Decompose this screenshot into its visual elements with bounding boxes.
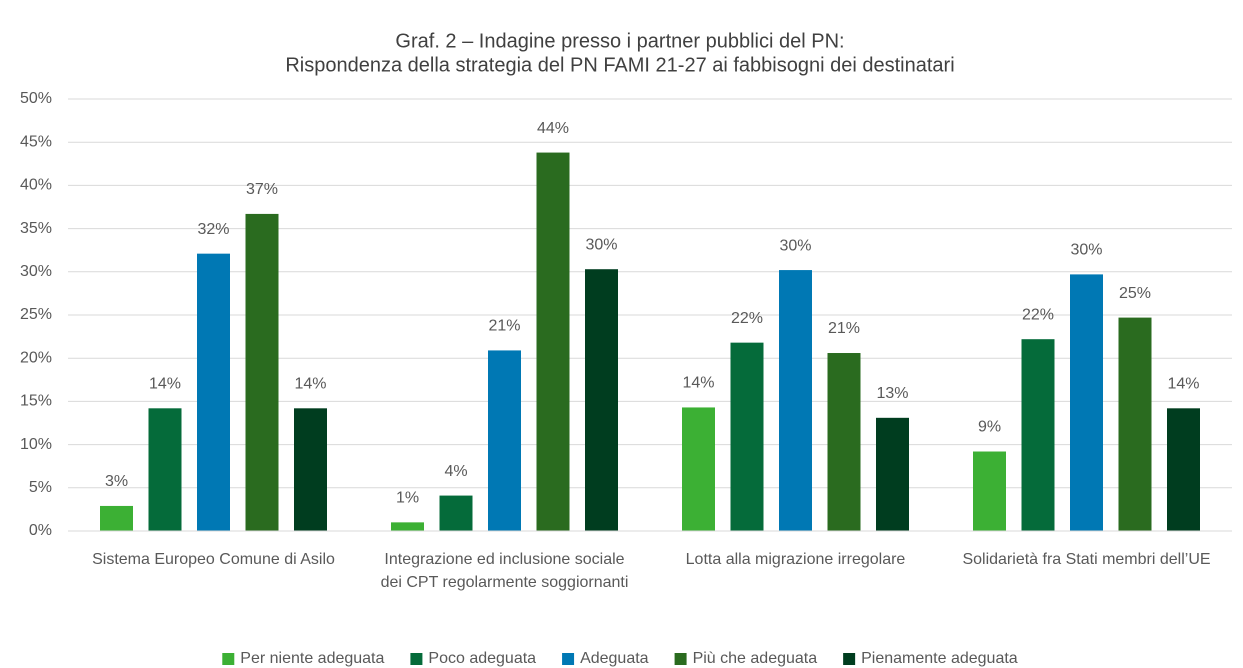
bar	[391, 522, 424, 531]
y-tick-label: 40%	[20, 177, 52, 194]
bar	[1167, 408, 1200, 531]
bar	[294, 408, 327, 531]
bar	[973, 451, 1006, 531]
legend-label: Adeguata	[580, 650, 649, 667]
bar	[245, 213, 279, 532]
data-label: 13%	[876, 385, 908, 402]
data-label: 1%	[396, 490, 419, 507]
data-label: 9%	[978, 419, 1001, 436]
data-label: 4%	[444, 463, 467, 480]
legend-swatch	[562, 653, 575, 665]
bar	[585, 269, 618, 531]
x-tick-label: Sistema Europeo Comune di Asilo	[92, 551, 335, 568]
bar	[827, 353, 861, 531]
legend-label: Più che adeguata	[693, 650, 818, 667]
legend-label: Per niente adeguata	[240, 650, 384, 667]
legend-label: Poco adeguata	[428, 650, 536, 667]
bar	[148, 408, 182, 531]
legend-swatch	[674, 653, 687, 665]
data-label: 3%	[105, 473, 128, 490]
data-label: 44%	[537, 120, 569, 137]
bar	[682, 407, 715, 531]
data-label: 14%	[294, 376, 326, 393]
data-label: 25%	[1119, 285, 1151, 302]
y-tick-label: 0%	[29, 522, 52, 539]
data-label: 21%	[828, 320, 860, 337]
data-label: 22%	[1022, 306, 1054, 323]
x-tick-label: Integrazione ed inclusione sociale dei CP…	[381, 551, 629, 591]
data-label: 30%	[585, 236, 617, 253]
x-tick-label-line: Sistema Europeo Comune di Asilo	[92, 551, 335, 568]
bar	[439, 495, 473, 531]
legend-swatch	[222, 653, 235, 665]
y-tick-label: 50%	[20, 90, 52, 107]
bar	[488, 350, 521, 531]
data-label: 14%	[149, 376, 181, 393]
y-tick-label: 15%	[20, 393, 52, 410]
x-tick-label: Lotta alla migrazione irregolare	[686, 551, 906, 568]
x-tick-label-line: Solidarietà fra Stati membri dell’UE	[962, 551, 1210, 568]
bar	[779, 270, 812, 531]
x-tick-label-line: Integrazione ed inclusione sociale	[384, 551, 624, 568]
data-label: 14%	[682, 375, 714, 392]
x-tick-label-line: dei CPT regolarmente soggiornanti	[381, 574, 629, 591]
data-label: 21%	[488, 318, 520, 335]
bar	[1021, 339, 1055, 531]
legend-swatch	[410, 653, 423, 665]
bar	[730, 342, 764, 531]
x-tick-label-line: Lotta alla migrazione irregolare	[686, 551, 906, 568]
data-label: 32%	[197, 221, 229, 238]
y-tick-label: 35%	[20, 220, 52, 237]
y-tick-label: 30%	[20, 263, 52, 280]
y-tick-label: 10%	[20, 436, 52, 453]
bar	[536, 152, 570, 531]
bar	[1070, 274, 1103, 531]
legend-label: Pienamente adeguata	[861, 650, 1018, 667]
chart-title: Graf. 2 – Indagine presso i partner pubb…	[395, 30, 844, 52]
x-tick-label: Solidarietà fra Stati membri dell’UE	[962, 551, 1210, 568]
legend-swatch	[843, 653, 856, 665]
data-label: 37%	[246, 181, 278, 198]
bar	[100, 505, 133, 531]
bar	[197, 253, 230, 531]
y-tick-label: 20%	[20, 349, 52, 366]
data-label: 22%	[731, 310, 763, 327]
chart-title: Rispondenza della strategia del PN FAMI …	[285, 54, 954, 76]
y-tick-label: 45%	[20, 133, 52, 150]
bar	[876, 417, 909, 531]
y-tick-label: 5%	[29, 479, 52, 496]
y-tick-label: 25%	[20, 306, 52, 323]
data-label: 30%	[1070, 242, 1102, 259]
data-label: 30%	[779, 237, 811, 254]
data-label: 14%	[1167, 376, 1199, 393]
bar	[1118, 317, 1152, 531]
